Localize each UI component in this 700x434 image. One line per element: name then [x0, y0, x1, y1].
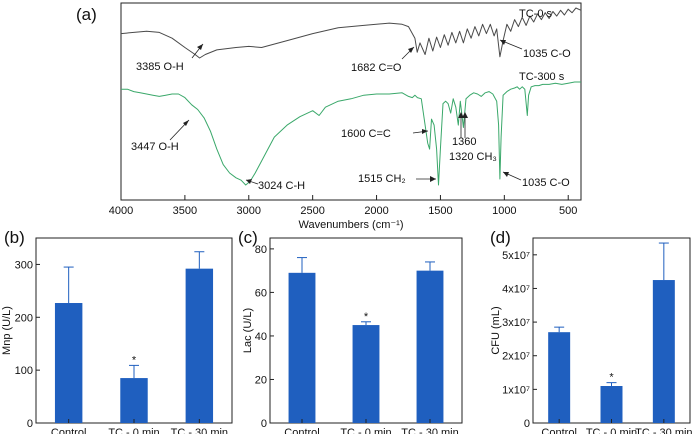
- x-tick-label: TC - 30 min: [635, 427, 692, 434]
- annotation-1515-ch2: 1515 CH₂: [358, 173, 406, 185]
- ftir-panel: (a) 4000 3500 3000 2500 2000 1500 1000 500 Wave…: [76, 2, 582, 231]
- ftir-x-tick-label: 2000: [364, 205, 388, 217]
- ftir-x-axis-label: Wavenumbers (cm⁻¹): [298, 219, 403, 231]
- panel-label: (c): [238, 228, 258, 247]
- y-tick-label: 2x10⁷: [502, 351, 530, 363]
- annotation-1682-co: 1682 C=O: [351, 62, 402, 74]
- arrowhead-3024: [246, 179, 252, 184]
- cfu-bar-panel: (d) CFU (mL) 0 1x10⁷ 2x10⁷ 3x10⁷ 4x10⁷ 5x10⁷ Con…: [490, 228, 693, 434]
- y-axis-label: Mnp (U/L): [1, 306, 13, 355]
- arrowhead-1515: [430, 176, 436, 182]
- arrowhead-3447: [183, 120, 189, 126]
- arrowhead-1035-top: [500, 40, 506, 45]
- y-tick-label: 4x10⁷: [502, 283, 530, 295]
- annotation-1320-ch3: 1320 CH₃: [449, 151, 497, 163]
- x-tick-label: TC - 30 min: [401, 427, 458, 434]
- ftir-plot-frame: [120, 2, 582, 201]
- bar: [288, 272, 316, 423]
- tc0-legend-label: TC-0 s: [519, 8, 553, 20]
- y-tick-label: 3x10⁷: [502, 317, 530, 329]
- x-tick-label: Control: [541, 427, 576, 434]
- arrowhead-1682: [408, 47, 414, 53]
- ftir-x-tick-label: 1000: [492, 205, 516, 217]
- y-tick-label: 0: [524, 418, 530, 430]
- annotation-1360: 1360: [452, 136, 476, 148]
- annotation-1600-cc: 1600 C=C: [341, 128, 391, 140]
- x-tick-label: TC - 0 min: [340, 427, 391, 434]
- annotation-3447-oh: 3447 O-H: [131, 141, 179, 153]
- arrowhead-1600: [422, 129, 428, 134]
- y-axis-label: Lac (U/L): [242, 308, 254, 353]
- panel-label: (d): [490, 228, 511, 247]
- y-tick-label: 0: [261, 418, 267, 430]
- arrowhead-1035-bottom: [503, 172, 509, 177]
- x-tick-label: TC - 0 min: [586, 427, 637, 434]
- y-tick-label: 200: [15, 312, 33, 324]
- y-tick-label: 20: [255, 374, 267, 386]
- bar: [54, 303, 83, 423]
- y-tick-label: 300: [15, 259, 33, 271]
- y-tick-label: 1x10⁷: [502, 384, 530, 396]
- y-tick-label: 5x10⁷: [502, 250, 530, 262]
- ftir-spectra: [120, 7, 582, 186]
- tc300-legend-label: TC-300 s: [519, 71, 565, 83]
- lac-bar-panel: (c) Lac (U/L) 0 20 40 60 80 Control * TC - 0 min T…: [238, 228, 463, 434]
- spectrum-line-tc-0s: [120, 7, 582, 59]
- ftir-x-tick-label: 500: [559, 205, 577, 217]
- bar: [416, 270, 444, 423]
- bar: [652, 280, 675, 423]
- y-axis-label: CFU (mL): [490, 306, 502, 354]
- bar: [120, 378, 148, 423]
- annotation-3024-ch: 3024 C-H: [258, 180, 305, 192]
- ftir-x-tick-label: 1500: [428, 205, 452, 217]
- y-tick-label: 100: [15, 365, 33, 377]
- y-tick-label: 80: [255, 244, 267, 256]
- ftir-x-tick-label: 3500: [173, 205, 197, 217]
- bar: [600, 386, 623, 423]
- significance-marker: *: [609, 372, 614, 384]
- ftir-x-axis: 4000 3500 3000 2500 2000 1500 1000 500: [109, 195, 577, 217]
- annotation-3385-oh: 3385 O-H: [136, 61, 184, 73]
- mnp-bar-panel: (b) Mnp (U/L) 0 100 200 300 Control * TC - 0 min…: [1, 228, 233, 434]
- x-tick-label: TC - 30 min: [171, 427, 228, 434]
- y-tick-label: 60: [255, 287, 267, 299]
- y-tick-label: 40: [255, 331, 267, 343]
- x-tick-label: TC - 0 min: [108, 427, 159, 434]
- ftir-x-tick-label: 2500: [300, 205, 324, 217]
- panel-label: (b): [4, 228, 25, 247]
- x-tick-label: Control: [51, 427, 86, 434]
- arrowhead-1360: [458, 112, 464, 118]
- y-tick-label: 0: [27, 418, 33, 430]
- bar: [548, 332, 571, 423]
- bar: [185, 268, 214, 423]
- ftir-x-tick-label: 3000: [237, 205, 261, 217]
- spectrum-line-tc-300s: [121, 81, 581, 186]
- significance-marker: *: [364, 311, 369, 323]
- arrowhead-3385: [197, 44, 203, 50]
- x-tick-label: Control: [284, 427, 319, 434]
- arrowhead-1320: [462, 112, 468, 118]
- bar: [352, 325, 380, 423]
- annotation-1035-co-bottom: 1035 C-O: [522, 177, 570, 189]
- panel-a-label: (a): [76, 5, 97, 24]
- annotation-1035-co-top: 1035 C-O: [523, 48, 571, 60]
- ftir-x-tick-label: 4000: [109, 205, 133, 217]
- significance-marker: *: [132, 354, 137, 366]
